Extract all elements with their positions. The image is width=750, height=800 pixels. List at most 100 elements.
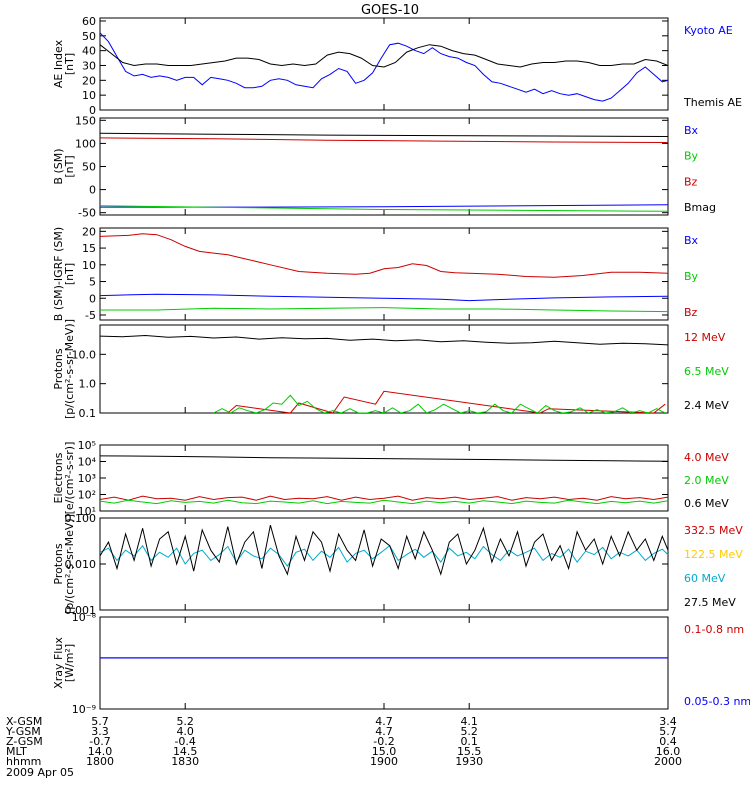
panel-frame <box>99 17 669 111</box>
y-tick-label: 0.010 <box>65 558 97 571</box>
y-axis-label: [nT] <box>63 263 76 285</box>
legend-entry: Bmag <box>684 201 716 214</box>
legend-entry: Bz <box>684 306 698 319</box>
series-line <box>100 455 668 462</box>
legend-entry: 0.1-0.8 nm <box>684 623 744 636</box>
series-line <box>213 394 666 413</box>
ephemeris-value: 0.1 <box>460 735 478 748</box>
ephemeris-value: 1830 <box>171 755 199 768</box>
panel-frame <box>99 444 669 512</box>
series-line <box>100 205 668 212</box>
panel-frame <box>99 616 669 710</box>
panel-frame <box>99 117 669 216</box>
y-tick-label: -50 <box>78 207 96 220</box>
y-tick-label: 20 <box>82 225 96 238</box>
y-tick-label: 50 <box>82 161 96 174</box>
y-tick-label: 0 <box>89 184 96 197</box>
ephemeris-value: 5.2 <box>176 715 194 728</box>
series-line <box>100 293 668 302</box>
panel-3: -5 0 5 10 15 20 B (SM)-IGRF (SM)[nT] Bx By Bz <box>52 225 699 322</box>
ephemeris-value: -0.4 <box>174 735 195 748</box>
y-axis-label: B (SM)-IGRF (SM) <box>52 227 65 321</box>
y-axis-label: Electrons <box>52 452 65 503</box>
ephemeris-value: 15.0 <box>372 745 397 758</box>
ephemeris-row-label: hhmm <box>6 755 41 768</box>
legend-entry: Bz <box>684 175 698 188</box>
series-line <box>100 524 668 576</box>
series-line <box>100 137 668 143</box>
y-tick-label: 0.1 <box>79 407 97 420</box>
ephemeris-value: 5.7 <box>659 725 677 738</box>
y-tick-label: -5 <box>85 309 96 322</box>
chart-title: GOES-10 <box>361 3 419 18</box>
panel-7: 10⁻⁹ 10⁻⁸ Xray Flux[W/m²] 0.1-0.8 nm 0.05-0.… <box>52 611 750 716</box>
ephemeris-row-label: Z-GSM <box>6 735 43 748</box>
series-line <box>227 390 666 413</box>
series-line <box>100 495 668 501</box>
panel-5: 10¹ 10² 10³ 10⁴ 10⁵ Electrons[e/(cm²-s-sr)] 4.… <box>52 439 729 518</box>
ephemeris-value: 15.5 <box>457 745 482 758</box>
ephemeris-value: 4.0 <box>176 725 194 738</box>
ephemeris-row-label: MLT <box>6 745 27 758</box>
series-line <box>100 44 668 68</box>
y-tick-label: 0 <box>89 104 96 117</box>
legend-entry: 0.6 MeV <box>684 497 729 510</box>
legend-entry: 4.0 MeV <box>684 451 729 464</box>
ephemeris-value: 4.1 <box>460 715 478 728</box>
series-line <box>100 307 668 313</box>
ephemeris-value: 5.2 <box>460 725 478 738</box>
legend-entry: Bx <box>684 234 699 247</box>
y-tick-label: 10⁻⁸ <box>72 611 97 624</box>
legend-entry: 12 MeV <box>684 331 726 344</box>
panel-frame <box>99 227 669 321</box>
series-line <box>100 499 668 505</box>
series-line <box>100 544 668 567</box>
y-tick-label: 100 <box>75 137 96 150</box>
y-tick-label: 60 <box>82 15 96 28</box>
ephemeris-value: 4.7 <box>375 725 393 738</box>
legend-entry: 6.5 MeV <box>684 365 729 378</box>
legend-entry: 60 MeV <box>684 572 726 585</box>
legend-entry: Themis AE <box>683 96 742 109</box>
y-tick-label: 10² <box>78 489 96 502</box>
y-axis-label: [nT] <box>63 155 76 177</box>
date-label: 2009 Apr 05 <box>6 766 74 779</box>
ephemeris-value: 14.5 <box>173 745 198 758</box>
panel-4: 0.1 1.0 10.0 Protons[p/(cm²-s-sr-MeV)] 12 Me… <box>52 319 729 420</box>
y-axis-label: B (SM) <box>52 148 65 184</box>
panel-frame <box>99 324 669 414</box>
ephemeris-value: 0.4 <box>659 735 677 748</box>
y-tick-label: 20 <box>82 74 96 87</box>
panel-6: 0.001 0.010 0.100 Protons[p/(cm²-s-sr-MeV)]… <box>52 512 743 617</box>
y-axis-label: Protons <box>52 348 65 389</box>
y-tick-label: 0.001 <box>65 604 97 617</box>
y-axis-label: [W/m²] <box>63 644 76 682</box>
panel-2: -50 0 50 100 150 B (SM)[nT] Bx By Bz Bmag <box>52 114 716 219</box>
legend-entry: 2.4 MeV <box>684 399 729 412</box>
ephemeris-value: 3.4 <box>659 715 677 728</box>
ephemeris-value: 5.7 <box>91 715 109 728</box>
ephemeris-value: 1930 <box>455 755 483 768</box>
y-axis-label: [p/(cm²-s-sr-MeV)] <box>63 319 76 419</box>
y-tick-label: 5 <box>89 276 96 289</box>
y-axis-label: Xray Flux <box>52 637 65 689</box>
ephemeris-value: 14.0 <box>88 745 113 758</box>
legend-entry: Bx <box>684 124 699 137</box>
series-line <box>100 334 668 346</box>
y-tick-label: 15 <box>82 242 96 255</box>
ephemeris-value: 16.0 <box>656 745 681 758</box>
ephemeris-value: -0.2 <box>373 735 394 748</box>
y-tick-label: 40 <box>82 45 96 58</box>
ephemeris-value: 4.7 <box>375 715 393 728</box>
legend-entry: Kyoto AE <box>684 24 733 37</box>
legend-entry: By <box>684 270 699 283</box>
y-axis-label: [p/(cm²-s-sr-MeV)] <box>63 514 76 614</box>
y-tick-label: 150 <box>75 114 96 127</box>
y-tick-label: 1.0 <box>79 378 97 391</box>
y-tick-label: 10¹ <box>78 505 96 518</box>
series-line <box>100 132 668 137</box>
y-tick-label: 0.100 <box>65 512 97 525</box>
legend-entry: 332.5 MeV <box>684 524 743 537</box>
ephemeris-value: -0.7 <box>89 735 110 748</box>
